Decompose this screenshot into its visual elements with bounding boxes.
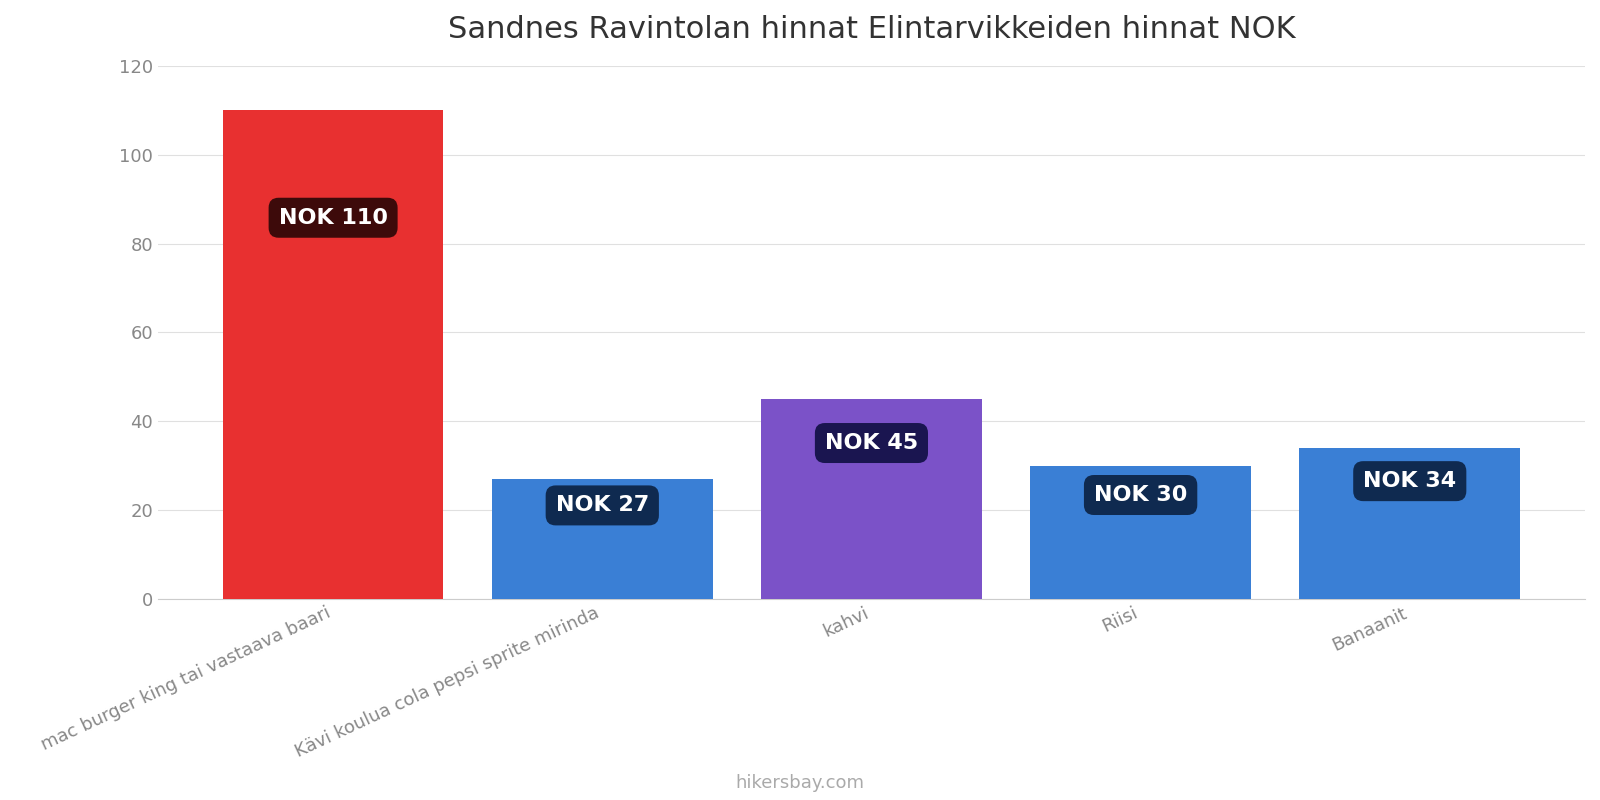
Bar <box>491 479 712 599</box>
Text: NOK 30: NOK 30 <box>1094 485 1187 505</box>
Text: hikersbay.com: hikersbay.com <box>736 774 864 792</box>
Bar <box>1030 466 1251 599</box>
Title: Sandnes Ravintolan hinnat Elintarvikkeiden hinnat NOK: Sandnes Ravintolan hinnat Elintarvikkeid… <box>448 15 1296 44</box>
Text: NOK 45: NOK 45 <box>826 433 918 453</box>
Text: NOK 34: NOK 34 <box>1363 471 1456 491</box>
Text: NOK 27: NOK 27 <box>555 495 650 515</box>
Bar <box>762 399 982 599</box>
Text: NOK 110: NOK 110 <box>278 208 387 228</box>
Bar <box>222 110 443 599</box>
Bar <box>1299 448 1520 599</box>
